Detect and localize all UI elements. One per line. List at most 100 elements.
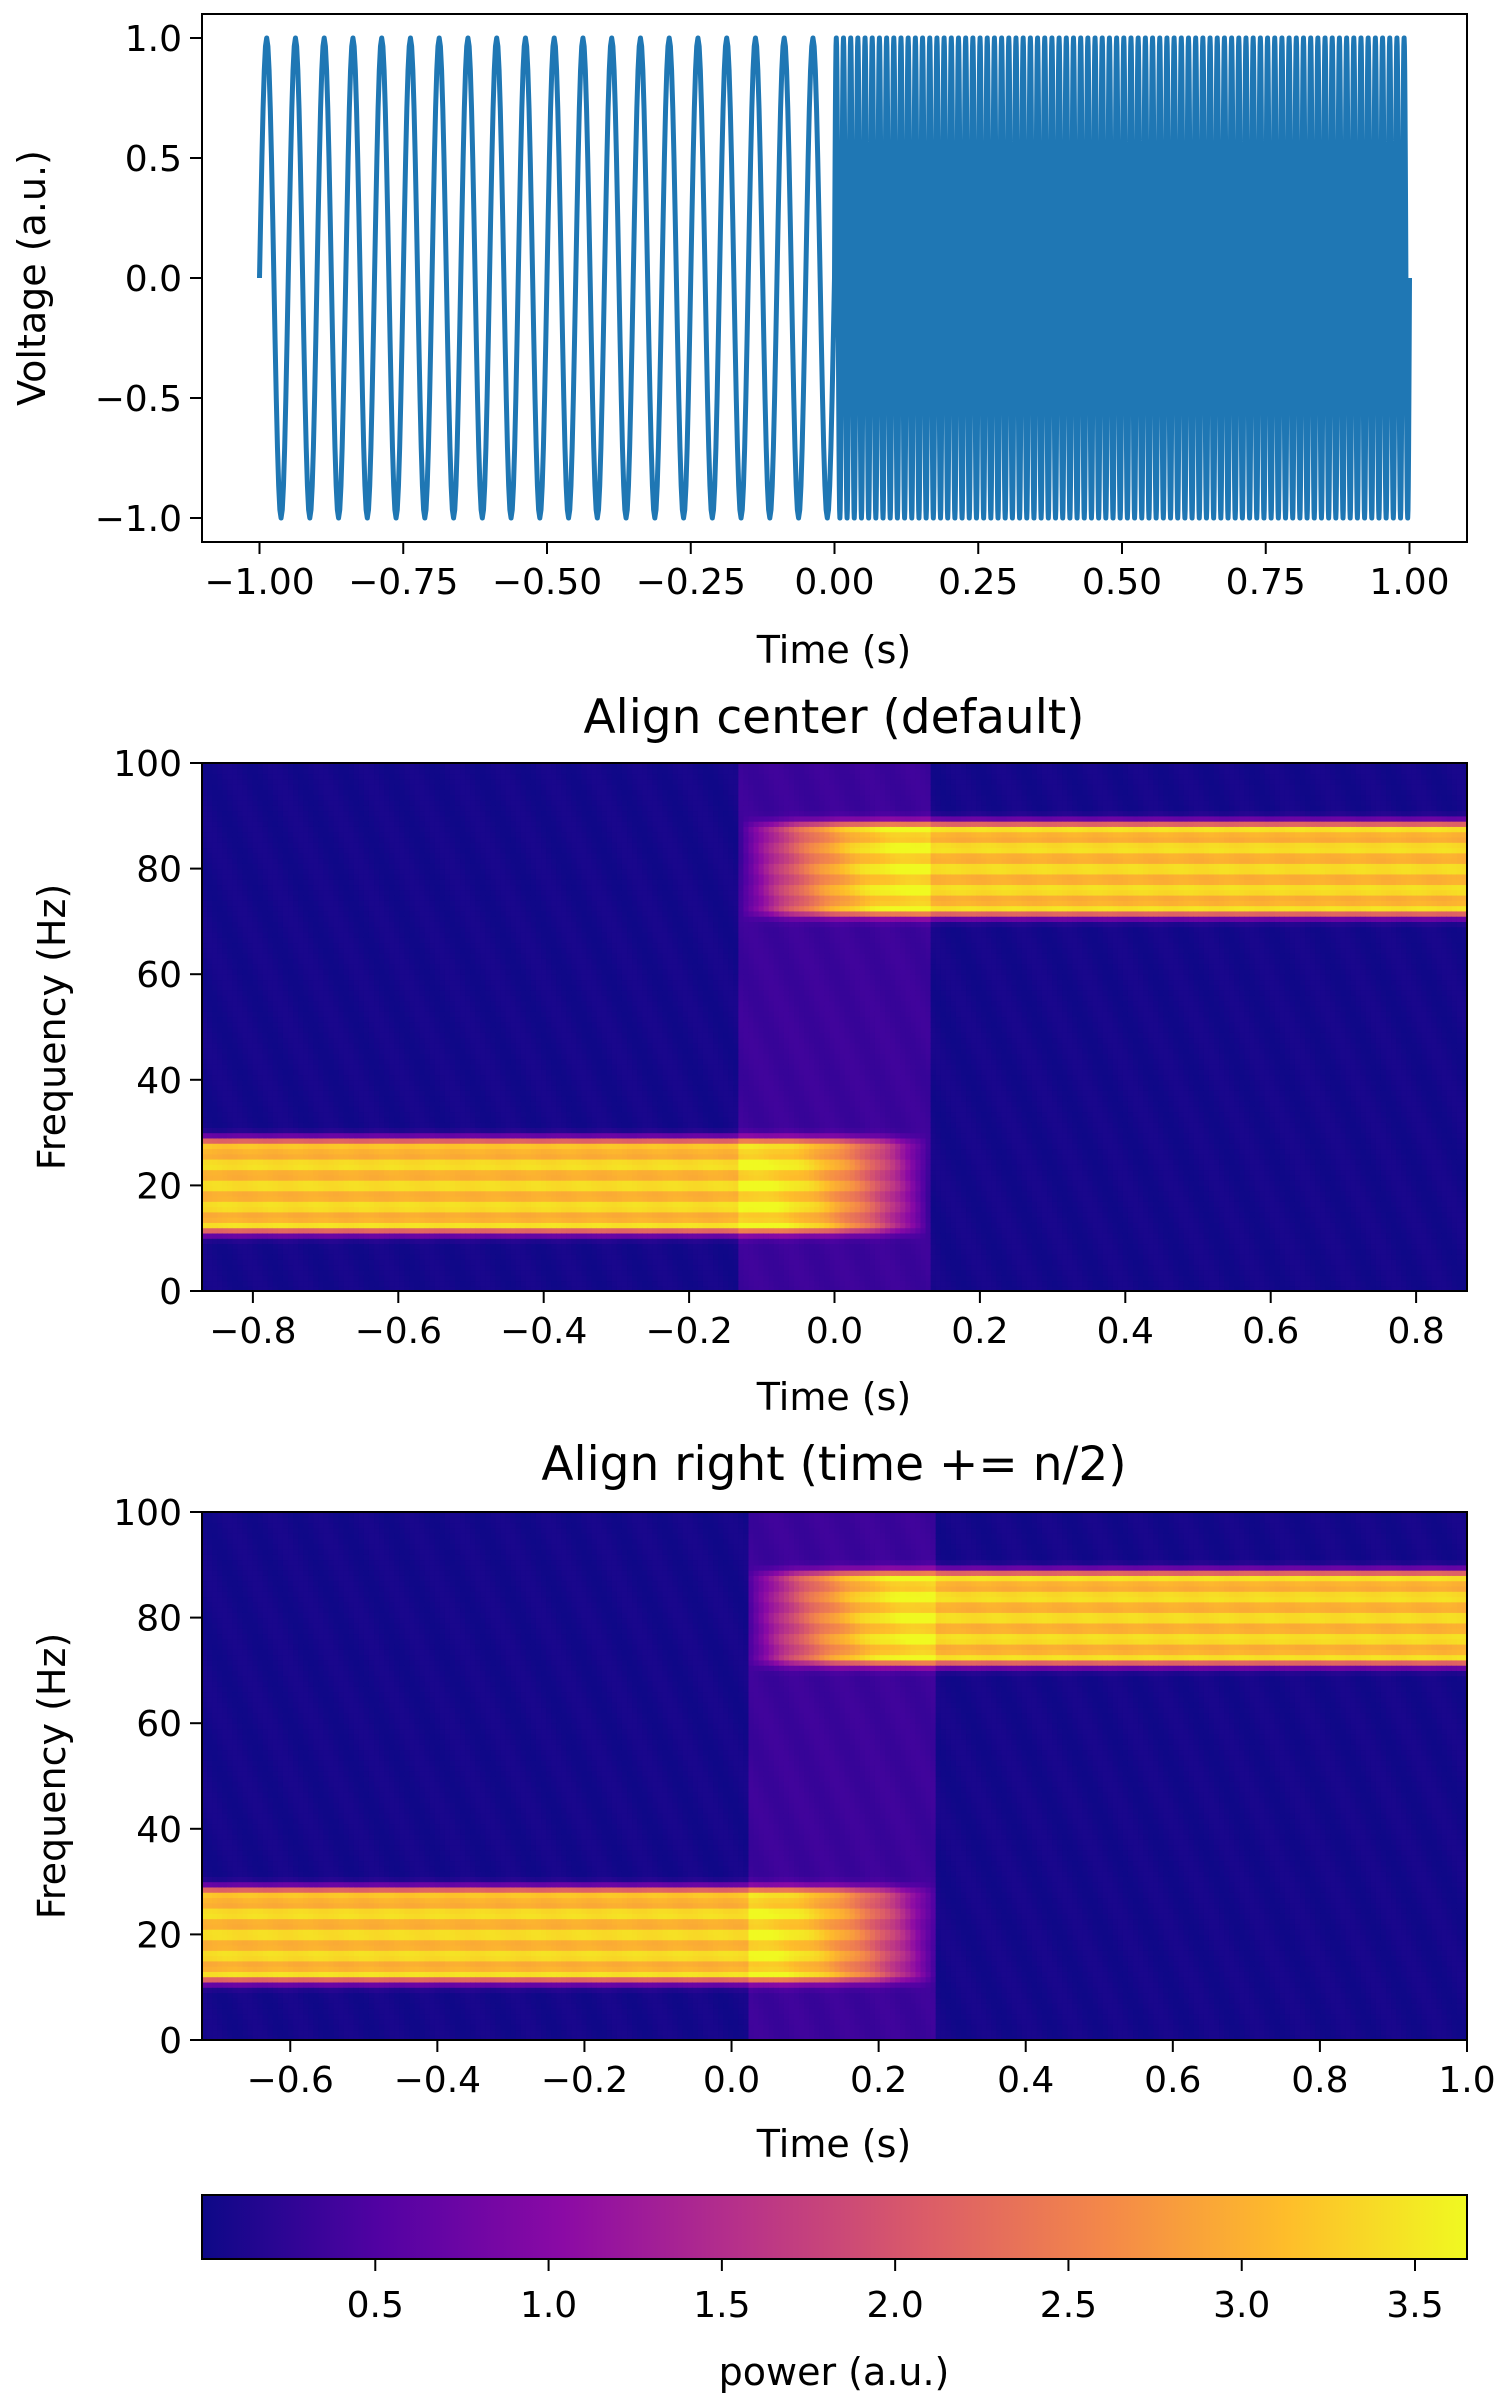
spec-center-cell: [338, 990, 345, 996]
spec-center-cell: [217, 916, 223, 922]
spec-center-cell: [232, 836, 239, 843]
spec-center-cell: [424, 1248, 431, 1255]
spec-center-cell: [272, 974, 279, 981]
spec-center-cell: [389, 953, 395, 959]
spec-center-cell: [424, 900, 431, 907]
spec-center-cell: [262, 1248, 269, 1255]
spec-center-cell: [222, 773, 228, 780]
spec-center-cell: [409, 1032, 416, 1039]
spec-center-cell: [399, 990, 405, 996]
waveform-y-tick-label: −0.5: [95, 379, 182, 420]
spec-center-cell: [348, 852, 355, 859]
spec-center-cell: [247, 895, 254, 901]
spec-center-cell: [202, 916, 208, 922]
spec-center-cell: [439, 799, 446, 806]
spec-center-cell: [358, 942, 365, 949]
spec-center-cell: [222, 889, 228, 896]
spec-center-cell: [227, 1048, 233, 1054]
spec-center-cell: [262, 1211, 269, 1218]
spec-center-cell: [444, 1153, 451, 1160]
spec-center-cell: [348, 937, 355, 944]
spec-center-cell: [222, 1027, 228, 1033]
spec-center-cell: [363, 1264, 370, 1271]
spec-center-cell: [379, 921, 385, 928]
spec-center-cell: [267, 784, 274, 790]
spec-center-cell: [409, 1079, 416, 1086]
spec-center-cell: [379, 1027, 385, 1033]
spec-center-cell: [207, 1106, 213, 1113]
spec-center-cell: [257, 884, 264, 891]
spec-center-cell: [298, 1053, 304, 1060]
spec-center-cell: [328, 821, 335, 827]
spec-center-cell: [389, 1269, 395, 1276]
spec-center-cell: [343, 789, 350, 796]
spec-center-cell: [338, 968, 345, 975]
spec-center-cell: [444, 805, 451, 812]
spec-center-cell: [404, 831, 411, 838]
spec-center-cell: [237, 1211, 244, 1218]
spec-center-cell: [368, 1232, 375, 1239]
spec-center-cell: [409, 953, 416, 959]
spec-center-cell: [374, 1190, 380, 1197]
spec-center-cell: [409, 1180, 416, 1186]
spec-center-cell: [202, 884, 208, 891]
spec-center-cell: [399, 958, 405, 965]
spec-center-cell: [424, 1222, 431, 1229]
spec-center-cell: [338, 1243, 345, 1250]
spec-center-cell: [384, 1164, 390, 1171]
spec-center-cell: [207, 1042, 213, 1049]
spec-center-cell: [227, 1053, 233, 1060]
spec-center-cell: [227, 884, 233, 891]
spec-center-cell: [424, 990, 431, 996]
spec-center-cell: [217, 1116, 223, 1123]
spec-center-cell: [379, 1069, 385, 1076]
spec-center-cell: [237, 1032, 244, 1039]
spec-center-cell: [353, 1195, 360, 1202]
spec-center-cell: [328, 1095, 335, 1102]
spec-center-cell: [414, 773, 421, 780]
spec-center-cell: [207, 990, 213, 996]
spec-center-cell: [409, 921, 416, 928]
spec-center-cell: [374, 921, 380, 928]
spec-center-cell: [394, 1111, 400, 1118]
spec-center-cell: [338, 1011, 345, 1018]
spec-center-cell: [343, 995, 350, 1002]
spec-center-cell: [399, 768, 405, 775]
spec-center-cell: [394, 1148, 400, 1155]
spec-center-cell: [394, 947, 400, 954]
spec-center-cell: [363, 821, 370, 827]
spec-center-cell: [399, 995, 405, 1002]
spec-center-cell: [434, 1201, 441, 1208]
spec-center-cell: [384, 921, 390, 928]
spec-center-cell: [237, 763, 244, 769]
spec-center-cell: [318, 1195, 325, 1202]
spec-center-cell: [262, 1016, 269, 1023]
spec-center-cell: [288, 1280, 294, 1287]
spec-center-cell: [232, 1222, 239, 1229]
spec-center-cell: [439, 794, 446, 801]
spec-center-cell: [262, 1058, 269, 1065]
spec-center-cell: [237, 768, 244, 775]
spec-center-cell: [338, 1211, 345, 1218]
spec-center-cell: [242, 1048, 249, 1054]
spec-center-cell: [389, 831, 395, 838]
spec-center-cell: [242, 895, 249, 901]
spec-center-cell: [399, 842, 405, 849]
spec-center-cell: [333, 815, 340, 822]
spec-center-cell: [237, 1180, 244, 1186]
spec-center-cell: [232, 1190, 239, 1197]
spec-center-cell: [303, 1095, 309, 1102]
spec-center-cell: [379, 810, 385, 817]
spec-center-cell: [434, 1111, 441, 1118]
spec-center-cell: [272, 1159, 279, 1165]
spec-center-cell: [267, 1148, 274, 1155]
spec-center-cell: [293, 979, 299, 986]
spec-center-cell: [444, 1016, 451, 1023]
spec-center-cell: [207, 810, 213, 817]
spec-center-cell: [313, 1254, 319, 1260]
spec-center-cell: [368, 1048, 375, 1054]
spec-center-cell: [449, 1243, 456, 1250]
spec-center-cell: [207, 873, 213, 880]
spec-center-cell: [323, 984, 330, 991]
spec-center-cell: [343, 784, 350, 790]
